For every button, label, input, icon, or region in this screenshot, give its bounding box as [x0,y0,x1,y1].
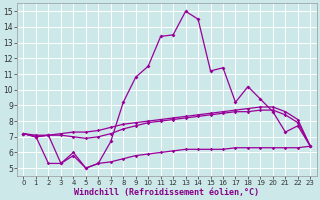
X-axis label: Windchill (Refroidissement éolien,°C): Windchill (Refroidissement éolien,°C) [74,188,260,197]
